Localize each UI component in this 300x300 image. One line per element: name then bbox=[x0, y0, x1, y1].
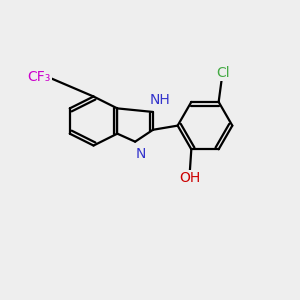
Text: Cl: Cl bbox=[216, 66, 230, 80]
Text: OH: OH bbox=[179, 171, 200, 185]
Text: NH: NH bbox=[150, 93, 171, 107]
Text: CF₃: CF₃ bbox=[28, 70, 51, 84]
Text: N: N bbox=[135, 147, 146, 160]
